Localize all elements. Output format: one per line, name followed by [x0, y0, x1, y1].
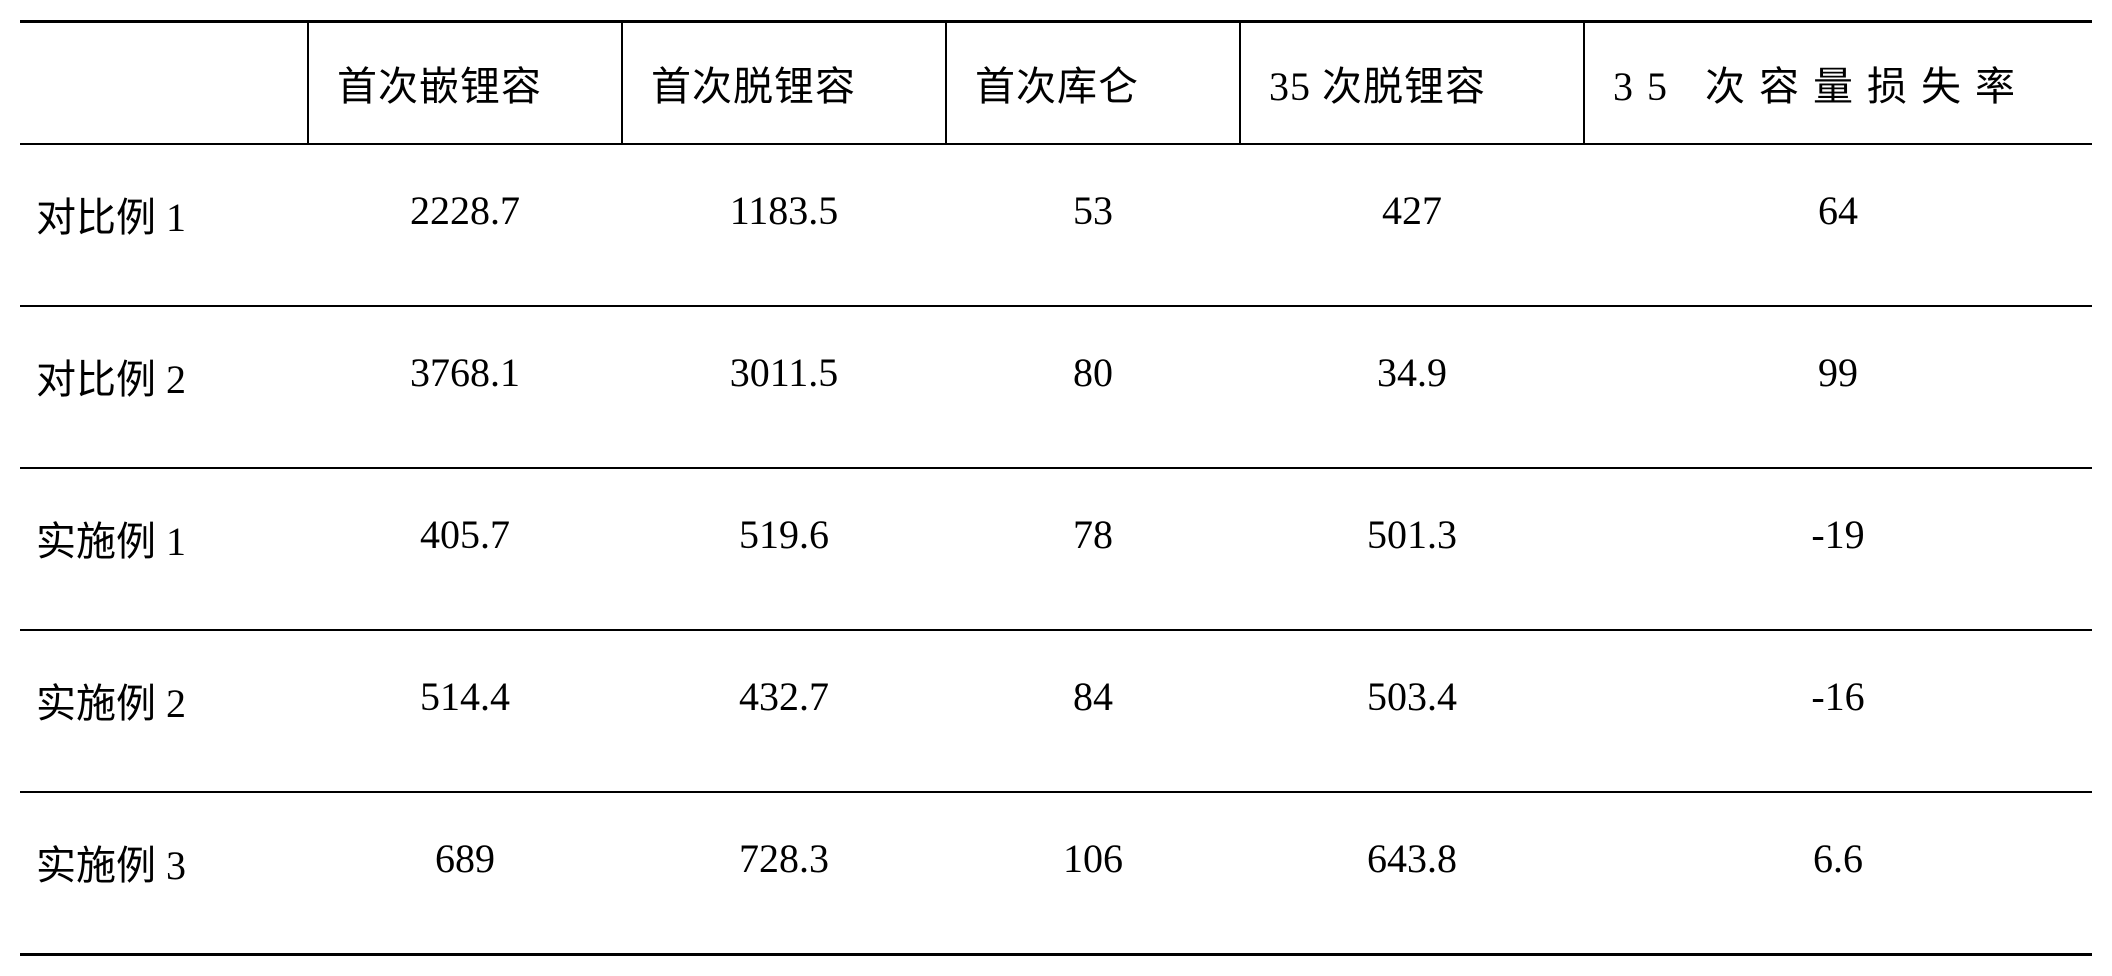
header-cell — [20, 22, 308, 145]
data-cell: 80 — [946, 306, 1240, 468]
data-cell: 427 — [1240, 144, 1584, 306]
data-cell: 728.3 — [622, 792, 946, 955]
data-cell: 106 — [946, 792, 1240, 955]
data-cell: 53 — [946, 144, 1240, 306]
data-cell: 432.7 — [622, 630, 946, 792]
row-label: 实施例 1 — [20, 468, 308, 630]
header-row: 首次嵌锂容 首次脱锂容 首次库仑 35 次脱锂容 35 次容量损失率 — [20, 22, 2092, 145]
row-label: 实施例 3 — [20, 792, 308, 955]
data-table: 首次嵌锂容 首次脱锂容 首次库仑 35 次脱锂容 35 次容量损失率 对比例 1… — [20, 20, 2092, 956]
data-cell: -16 — [1584, 630, 2092, 792]
table-row: 对比例 2 3768.1 3011.5 80 34.9 99 — [20, 306, 2092, 468]
header-cell: 35 次脱锂容 — [1240, 22, 1584, 145]
data-cell: 3011.5 — [622, 306, 946, 468]
header-cell: 35 次容量损失率 — [1584, 22, 2092, 145]
data-cell: 64 — [1584, 144, 2092, 306]
row-label: 对比例 1 — [20, 144, 308, 306]
table-row: 实施例 1 405.7 519.6 78 501.3 -19 — [20, 468, 2092, 630]
data-cell: 6.6 — [1584, 792, 2092, 955]
data-cell: -19 — [1584, 468, 2092, 630]
header-cell: 首次库仑 — [946, 22, 1240, 145]
data-cell: 84 — [946, 630, 1240, 792]
data-cell: 405.7 — [308, 468, 622, 630]
row-label: 对比例 2 — [20, 306, 308, 468]
table-row: 实施例 3 689 728.3 106 643.8 6.6 — [20, 792, 2092, 955]
row-label: 实施例 2 — [20, 630, 308, 792]
data-cell: 501.3 — [1240, 468, 1584, 630]
header-cell: 首次嵌锂容 — [308, 22, 622, 145]
data-cell: 34.9 — [1240, 306, 1584, 468]
data-cell: 519.6 — [622, 468, 946, 630]
data-cell: 78 — [946, 468, 1240, 630]
header-cell: 首次脱锂容 — [622, 22, 946, 145]
data-cell: 3768.1 — [308, 306, 622, 468]
data-cell: 2228.7 — [308, 144, 622, 306]
table-row: 对比例 1 2228.7 1183.5 53 427 64 — [20, 144, 2092, 306]
data-cell: 99 — [1584, 306, 2092, 468]
data-cell: 503.4 — [1240, 630, 1584, 792]
table-row: 实施例 2 514.4 432.7 84 503.4 -16 — [20, 630, 2092, 792]
data-cell: 1183.5 — [622, 144, 946, 306]
data-cell: 689 — [308, 792, 622, 955]
data-cell: 643.8 — [1240, 792, 1584, 955]
data-cell: 514.4 — [308, 630, 622, 792]
